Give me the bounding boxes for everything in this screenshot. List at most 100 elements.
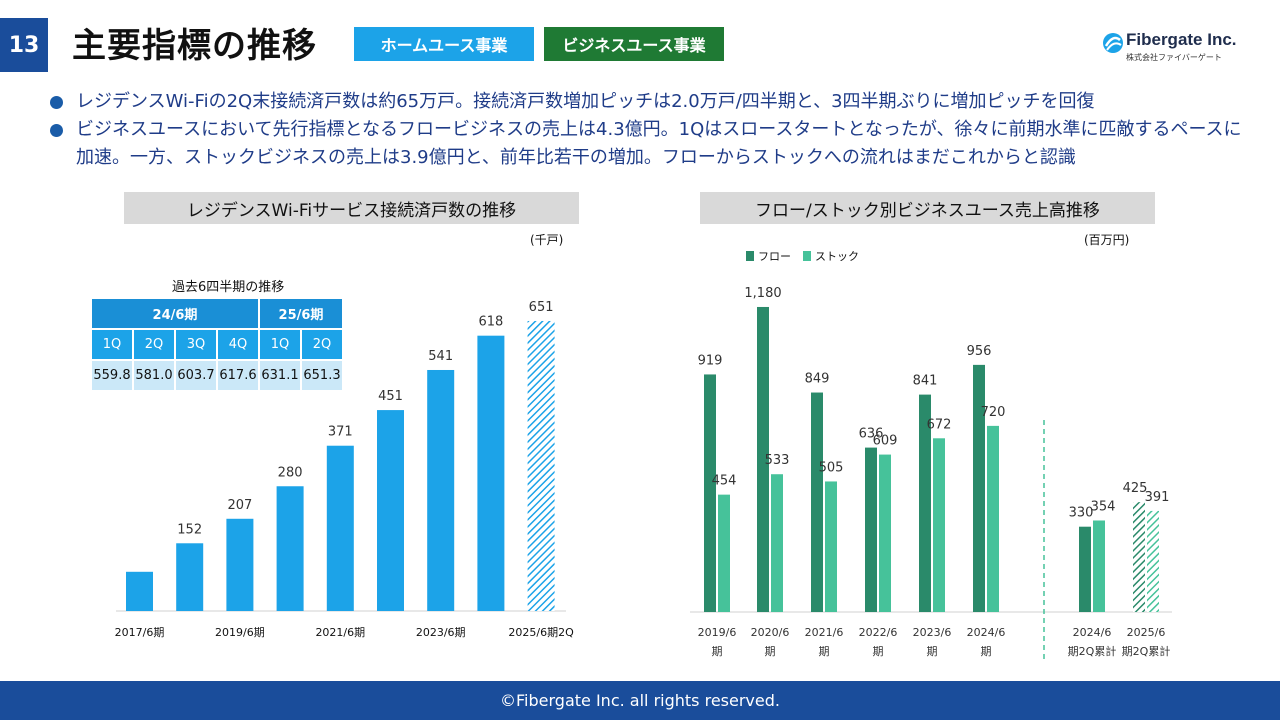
flow-bar [704,374,716,612]
stock-data-label: 672 [927,417,952,432]
legend-stock-label: ストック [815,250,859,263]
page-number: 13 [0,18,48,72]
legend-flow-swatch [746,251,754,261]
resi-bar [326,445,354,611]
resi-tick-label: 2021/6期 [315,626,365,639]
biz-unit: (百万円) [1084,233,1130,247]
resi-data-label: 651 [529,300,554,315]
bullet-business: ビジネスユースにおいて先行指標となるフロービジネスの売上は4.3億円。1Qはスロ… [48,116,1248,172]
resi-data-label: 541 [428,349,453,364]
flow-data-label: 330 [1069,506,1094,521]
flow-bar [757,306,769,612]
legend-flow-label: フロー [758,250,791,263]
resi-tick-label: 2023/6期 [416,626,466,639]
table-value: 581.0 [133,360,176,390]
table-quarter: 4Q [217,329,260,361]
stock-bar [1093,520,1105,612]
resi-data-label: 152 [177,522,202,537]
stock-data-label: 354 [1091,499,1116,514]
resi-data-label: 451 [378,389,403,404]
resi-bar [477,335,505,611]
stock-data-label: 533 [765,453,790,468]
summary-bullets: レジデンスWi-Fiの2Q末接続済戸数は約65万戸。接続済戸数増加ピッチは2.0… [48,88,1248,172]
stock-data-label: 454 [712,474,737,489]
stock-bar [1147,510,1159,612]
resi-bar [527,320,555,611]
company-logo: Fibergate Inc. 株式会社ファイバーゲート [1100,30,1250,66]
table-quarter: 2Q [301,329,344,361]
biz-tick-label: 2019/6 [698,626,737,639]
biz-tick-label: 期 [873,645,884,658]
resi-unit: (千戸) [530,233,564,247]
table-quarter: 3Q [175,329,218,361]
flow-data-label: 919 [698,353,723,368]
biz-tick-label: 2020/6 [751,626,790,639]
biz-tick-label: 2025/6 [1127,626,1166,639]
resi-chart-title: レジデンスWi-Fiサービス接続済戸数の推移 [124,192,579,224]
tag-home-use: ホームユース事業 [354,27,534,61]
footer-copyright: ©Fibergate Inc. all rights reserved. [0,681,1280,720]
biz-tick-label: 2023/6 [913,626,952,639]
resi-bar [226,518,254,611]
stock-bar [933,438,945,612]
flow-data-label: 956 [967,344,992,359]
resi-bar [427,369,455,611]
stock-data-label: 391 [1145,490,1170,505]
table-quarter: 1Q [259,329,302,361]
table-group-header: 25/6期 [259,299,344,330]
resi-tick-label: 2025/6期2Q [508,626,574,639]
tag-business-use: ビジネスユース事業 [544,27,724,61]
resi-bar [176,543,204,611]
resi-data-label: 207 [227,498,252,513]
fiber-logo-icon [1103,33,1123,53]
flow-data-label: 636 [859,427,884,442]
stock-data-label: 505 [819,460,844,475]
resi-tick-label: 2019/6期 [215,626,265,639]
flow-bar [1133,502,1145,612]
table-value: 559.8 [92,360,134,390]
flow-data-label: 841 [913,374,938,389]
table-quarter: 2Q [133,329,176,361]
stock-bar [825,481,837,612]
stock-bar [987,425,999,612]
biz-tick-label: 2024/6 [1073,626,1112,639]
biz-tick-label: 期 [765,645,776,658]
flow-bar [865,447,877,612]
mini-table-title: 過去6四半期の推移 [172,280,285,295]
resi-tick-label: 2017/6期 [115,626,165,639]
flow-bar [1079,526,1091,612]
biz-tick-label: 2022/6 [859,626,898,639]
logo-subtitle: 株式会社ファイバーゲート [1126,53,1222,62]
flow-bar [919,394,931,612]
table-value: 617.6 [217,360,260,390]
resi-bar [377,410,404,611]
resi-bar [276,486,304,611]
biz-tick-label: 期 [712,645,723,658]
resi-data-label: 371 [328,425,353,440]
flow-data-label: 425 [1123,481,1148,496]
biz-tick-label: 2024/6 [967,626,1006,639]
biz-tick-label: 期 [819,645,830,658]
stock-data-label: 720 [981,405,1006,420]
flow-data-label: 1,180 [744,286,781,301]
bullet-residence: レジデンスWi-Fiの2Q末接続済戸数は約65万戸。接続済戸数増加ピッチは2.0… [48,88,1248,116]
quarterly-table: 24/6期 25/6期 1Q 2Q 3Q 4Q 1Q 2Q 559.8 581.… [92,299,344,390]
biz-tick-label: 期 [981,645,992,658]
stock-bar [879,454,891,612]
biz-tick-label: 期2Q累計 [1068,644,1117,658]
resi-bar [126,571,153,611]
legend-stock-swatch [803,251,811,261]
flow-data-label: 849 [805,372,830,387]
table-group-header: 24/6期 [92,299,260,330]
flow-bar [973,364,985,612]
page-title: 主要指標の推移 [72,26,317,66]
table-value: 651.3 [301,360,344,390]
stock-bar [771,474,783,612]
flow-bar [811,392,823,612]
logo-name: Fibergate Inc. [1126,30,1237,49]
biz-chart-title: フロー/ストック別ビジネスユース売上高推移 [700,192,1155,224]
biz-tick-label: 期 [927,645,938,658]
resi-data-label: 280 [278,465,303,480]
table-quarter: 1Q [92,329,134,361]
table-value: 603.7 [175,360,218,390]
